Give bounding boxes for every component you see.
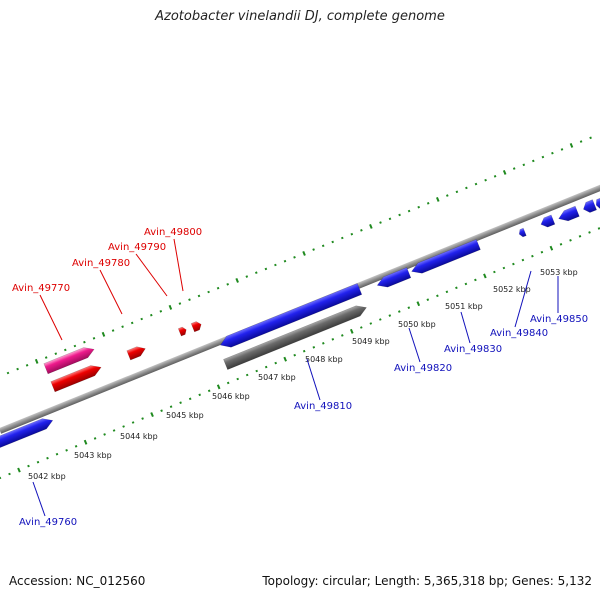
tick-label: 5051 kbp [445,302,483,311]
gene-arrow-avin-49770 [43,347,95,375]
feature-labels: 5042 kbp 5043 kbp 5044 kbp 5045 kbp 5046 kbp… [12,227,588,528]
gene-label-avin-49810-leader [306,358,321,401]
tick-label: 5044 kbp [120,432,158,441]
gene-label-avin-49770-leader [39,294,63,341]
gene-label-avin-49830: Avin_49830 [444,344,502,355]
tick-label: 5043 kbp [74,451,112,460]
gene-label-avin-49790-leader [135,253,168,297]
tick-label: 5046 kbp [212,392,250,401]
gene-arrow-avin-49850-c [583,199,597,213]
gene-arrow-avin-49830 [411,239,481,274]
gene-arrow-avin-49780-track [50,365,102,393]
tick-label: 5042 kbp [28,472,66,481]
gene-label-avin-49800: Avin_49800 [144,227,202,238]
gene-arrow-avin-49760 [0,418,54,450]
gene-label-avin-49840-leader [514,270,532,328]
gene-arrow-avin-49790 [177,326,187,337]
gene-label-avin-49820: Avin_49820 [394,363,452,374]
gene-arrow-avin-49840 [518,227,527,238]
gene-label-avin-49790: Avin_49790 [108,242,166,253]
gene-label-avin-49760: Avin_49760 [19,517,77,528]
tick-label: 5052 kbp [493,285,531,294]
tick-label: 5045 kbp [166,411,204,420]
gene-arrow-avin-49800 [190,321,202,333]
tick-label: 5053 kbp [540,268,578,277]
gene-label-avin-49760-leader [32,481,46,517]
tick-label: 5050 kbp [398,320,436,329]
upper-tick-track [6,136,592,375]
gene-arrow-avin-49850-b [558,205,580,222]
gene-arrow-avin-49850-a [540,214,556,228]
gene-arrow-avin-49810 [220,283,363,348]
gene-label-avin-49830-leader [460,311,471,344]
tick-dot-tracks [0,136,600,480]
tick-label: 5048 kbp [305,355,343,364]
gene-label-avin-49850: Avin_49850 [530,314,588,325]
gene-label-avin-49780-leader [99,269,123,315]
tick-label: 5049 kbp [352,337,390,346]
gene-arrow-avin-49820 [376,267,412,288]
gene-label-avin-49780: Avin_49780 [72,258,130,269]
tick-label: 5047 kbp [258,373,296,382]
topology-summary: Topology: circular; Length: 5,365,318 bp… [262,574,592,588]
pseudo-gene-bar [223,305,367,370]
gene-label-avin-49840: Avin_49840 [490,328,548,339]
accession-text: Accession: NC_012560 [9,574,146,588]
gene-features [0,197,600,450]
gene-label-avin-49820-leader [408,327,421,363]
lower-tick-track [0,227,600,480]
map-title: Azotobacter vinelandii DJ, complete geno… [155,9,445,24]
gene-label-avin-49800-leader [173,238,184,292]
gene-arrow-avin-49780 [126,346,146,361]
gene-label-avin-49770: Avin_49770 [12,283,70,294]
gene-label-avin-49810: Avin_49810 [294,401,352,412]
